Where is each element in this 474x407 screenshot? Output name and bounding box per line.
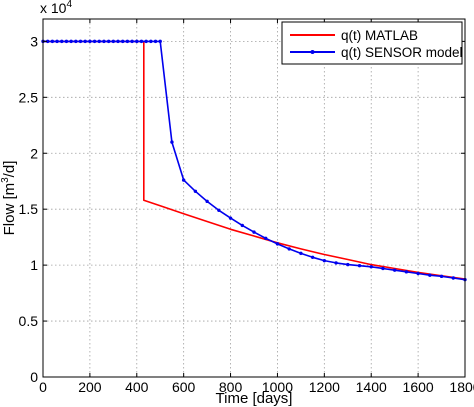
data-point-sensor (139, 39, 144, 44)
data-point-sensor (60, 39, 64, 44)
data-point-sensor (322, 258, 327, 263)
data-point-sensor (97, 39, 101, 44)
data-point-sensor (310, 255, 315, 259)
series-line-sensor (43, 40, 466, 281)
data-point-sensor (74, 39, 78, 44)
data-point-sensor (116, 39, 120, 44)
data-point-sensor (392, 268, 397, 272)
plot-frame (42, 18, 466, 378)
data-point-sensor (88, 39, 92, 44)
data-point-sensor (275, 242, 280, 246)
x-tick-label: 1400 (356, 379, 387, 395)
legend-label-matlab: q(t) MATLAB (341, 28, 418, 43)
data-point-sensor (252, 230, 256, 234)
x-axis-label: Time [days] (216, 390, 293, 407)
data-point-sensor (111, 39, 116, 44)
data-point-sensor (228, 216, 233, 220)
x-tick-label: 800 (219, 379, 243, 395)
x-tick-label: 600 (172, 379, 196, 395)
data-point-sensor (357, 263, 362, 268)
y-axis-label: Flow [m3/d] (0, 161, 18, 236)
legend: q(t) MATLAB q(t) SENSOR model (281, 21, 463, 65)
data-point-sensor (346, 262, 350, 267)
data-point-sensor (144, 39, 148, 44)
data-point-sensor (149, 39, 153, 44)
data-point-sensor (125, 39, 130, 44)
data-point-sensor (69, 39, 73, 44)
data-point-sensor (334, 261, 338, 265)
data-point-sensor (170, 140, 174, 144)
x-tick-label: 200 (78, 379, 102, 395)
data-point-sensor (45, 39, 50, 44)
y-tick-label: 2 (30, 145, 38, 161)
data-point-sensor (451, 276, 455, 280)
x-tick-label: 1200 (309, 379, 340, 395)
data-point-sensor (181, 178, 186, 182)
data-point-sensor (240, 223, 244, 228)
legend-box (281, 21, 463, 65)
data-point-sensor (287, 247, 291, 251)
y-tick-label: 0 (30, 369, 38, 385)
x-tick-label: 400 (125, 379, 149, 395)
y-tick-label: 1 (30, 257, 38, 273)
data-point-sensor (83, 39, 87, 44)
x-tick-label: 1600 (403, 379, 434, 395)
data-point-sensor (381, 266, 385, 271)
data-point-sensor (64, 39, 69, 44)
data-point-sensor (50, 39, 55, 44)
data-point-sensor (428, 273, 432, 277)
data-point-sensor (121, 39, 125, 44)
data-point-sensor (299, 251, 303, 256)
data-point-sensor (404, 270, 409, 274)
data-point-sensor (92, 39, 97, 44)
x-tick-label: 1000 (262, 379, 293, 395)
data-point-sensor (135, 39, 139, 44)
data-point-sensor (369, 265, 373, 269)
plot-background (43, 19, 465, 377)
data-point-sensor (217, 208, 221, 213)
y-multiplier: x 104 (40, 0, 72, 16)
data-point-sensor (55, 39, 59, 44)
legend-label-sensor: q(t) SENSOR model (341, 45, 463, 60)
y-tick-label: 3 (30, 33, 38, 49)
data-point-sensor (416, 271, 420, 276)
data-point-sensor (439, 274, 444, 279)
y-tick-label: 1.5 (19, 201, 39, 217)
y-tick-label: 2.5 (19, 89, 39, 105)
x-tick-label: 0 (39, 379, 47, 395)
data-point-sensor (102, 39, 106, 44)
data-point-sensor (106, 39, 111, 44)
series-layer (41, 39, 467, 282)
data-point-sensor (264, 236, 268, 240)
y-tick-label: 0.5 (19, 313, 39, 329)
data-point-sensor (153, 39, 158, 44)
data-point-sensor (193, 189, 198, 193)
data-point-sensor (205, 199, 209, 204)
data-point-sensor (158, 39, 162, 44)
data-point-sensor (78, 39, 83, 44)
data-point-sensor (130, 39, 134, 44)
legend-marker-sensor (310, 50, 315, 54)
